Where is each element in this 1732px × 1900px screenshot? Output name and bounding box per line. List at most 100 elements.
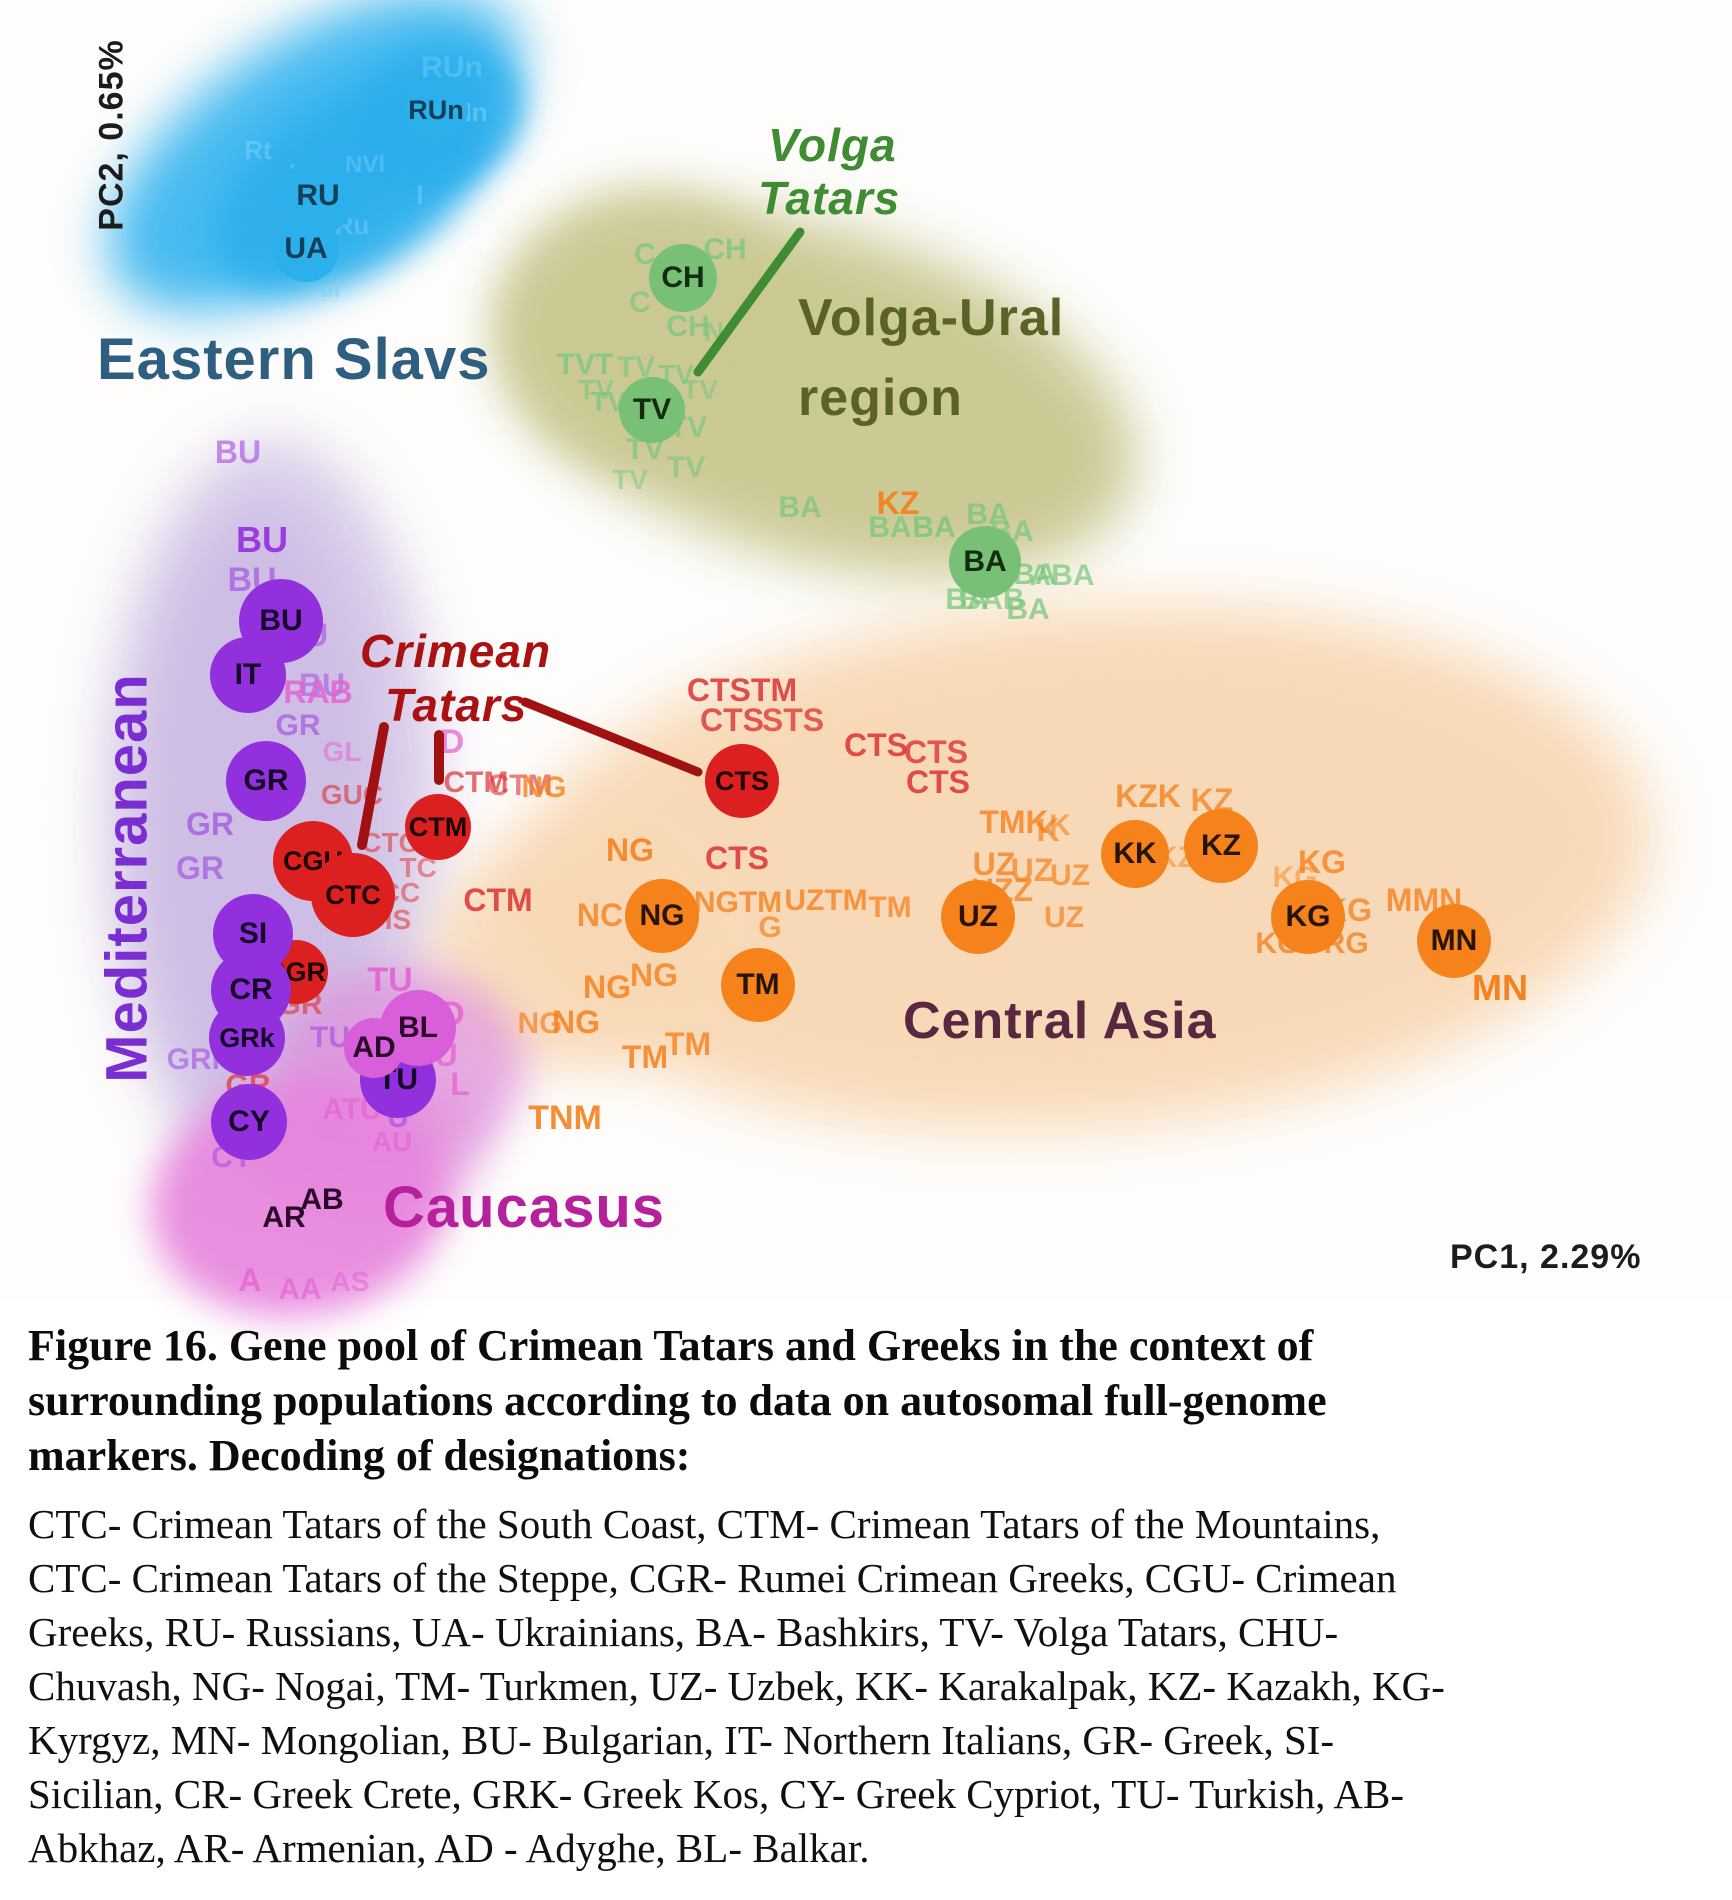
scatter-label-bu: BU (298, 667, 346, 703)
caption-bold: Figure 16. Gene pool of Crimean Tatars a… (28, 1318, 1718, 1483)
scatter-label-uz: UZ (1044, 901, 1084, 934)
population-circle-uz: UZ (941, 880, 1015, 954)
label-pc1-axis: PC1, 2.29% (1450, 1238, 1642, 1276)
scatter-label-uz: UZ (1010, 852, 1054, 888)
decoding-line: Sicilian, CR- Greek Crete, GRK- Greek Ko… (28, 1771, 1405, 1817)
scatter-label-c: C (629, 286, 651, 319)
scatter-label-tv: TV (666, 451, 706, 484)
scatter-label-kzk: KZK (1115, 778, 1181, 814)
label-volga-ural-1: Volga-Ural (798, 289, 1065, 347)
scatter-label-l: l (416, 180, 424, 210)
label-caucasus: Caucasus (383, 1175, 666, 1240)
scatter-label-ctm: CTM (487, 769, 553, 802)
label-pc2-axis: PC2, 0.65% (92, 39, 131, 231)
population-label-ab: AB (300, 1183, 344, 1216)
population-circle-tm: TM (721, 948, 795, 1022)
scatter-label-tu: TU (310, 1021, 350, 1054)
scatter-label-in: In (464, 97, 488, 127)
annotation-line (520, 697, 703, 777)
scatter-label-ng: NG (552, 1004, 600, 1040)
scatter-label-bu: BU (214, 434, 262, 470)
population-label-ar: AR (262, 1201, 306, 1234)
scatter-label-ul: ul (319, 276, 341, 303)
population-circle-kk: KK (1101, 820, 1169, 888)
population-circle-kg: KG (1271, 880, 1345, 954)
population-circle-ba: BA (949, 526, 1021, 598)
label-crimean-1: Crimean (360, 625, 552, 677)
scatter-label-ba: BA (1006, 593, 1050, 626)
scatter-label-kz: KZ (876, 485, 920, 521)
population-circle-run: RUn (404, 78, 468, 142)
decoding-line: Kyrgyz, MN- Mongolian, BU- Bulgarian, IT… (28, 1717, 1335, 1763)
scatter-label-rt: Rt (244, 135, 272, 165)
population-circle-cts: CTS (705, 744, 779, 818)
label-mediterranean: Mediterranean (94, 673, 160, 1083)
scatter-label-rab: RAB (283, 674, 353, 710)
pca-plot: RUnInRtblNVllRuulCCHCCHNTVTTVTVTVTVTVTVT… (55, 0, 1670, 1340)
population-circle-cy: CY (211, 1084, 287, 1160)
scatter-label-kg: KG (1298, 844, 1346, 880)
scatter-label-sts: STS (761, 702, 825, 738)
scatter-label-k: K (1036, 812, 1060, 848)
scatter-label-run: RUn (421, 51, 483, 84)
scatter-label-tv: TV (578, 374, 614, 405)
scatter-label-nc: NC (576, 897, 624, 933)
scatter-label-cts: CTS (844, 727, 908, 763)
scatter-label-uz: UZ (972, 846, 1016, 882)
scatter-label-tm: TM (868, 891, 912, 924)
scatter-label-ng: NG (521, 771, 567, 804)
scatter-label-tmk: TMK (979, 804, 1049, 840)
scatter-label-c: C (634, 238, 656, 271)
scatter-label-ba: BA (966, 498, 1010, 531)
population-circle-ad: AD (344, 1018, 404, 1078)
scatter-label-ngtm: NGTM (693, 886, 783, 919)
population-circle-gr: GR (226, 741, 306, 821)
scatter-label-ba: BA (778, 491, 822, 524)
caption-line: markers. Decoding of designations: (28, 1431, 691, 1480)
scatter-label-uztm: UZTM (784, 884, 868, 917)
decoding-line: Chuvash, NG- Nogai, TM- Turkmen, UZ- Uzb… (28, 1663, 1445, 1709)
label-volga-tatars-2: Tatars (758, 172, 901, 224)
population-circle-ctc: CTC (311, 853, 395, 937)
scatter-label-bu: BU (236, 519, 288, 560)
scatter-label-ch: CH (666, 310, 710, 343)
scatter-label-gl: GL (322, 736, 362, 767)
scatter-label-nvl: NVl (344, 151, 386, 178)
scatter-label-gr: GR (275, 709, 321, 742)
scatter-label-ng: NG (583, 969, 631, 1005)
caption-decoding: CTC- Crimean Tatars of the South Coast, … (28, 1497, 1718, 1875)
population-circle-bu: BU (239, 579, 323, 663)
population-circle-ch: CH (649, 244, 717, 312)
scatter-label-l: L (450, 1066, 470, 1102)
scatter-label-g: G (758, 911, 782, 944)
label-eastern-slavs: Eastern Slavs (97, 327, 491, 392)
scatter-label-cts: CTS (904, 734, 968, 770)
population-circle-ctm: CTM (405, 794, 471, 860)
label-volga-ural-2: region (798, 369, 963, 427)
label-central-asia: Central Asia (903, 992, 1217, 1050)
scatter-label-tnm: TNM (528, 1099, 602, 1137)
scatter-label-ctm: CTM (443, 766, 509, 799)
decoding-line: CTC- Crimean Tatars of the South Coast, … (28, 1501, 1381, 1547)
scatter-label-a: A (238, 1262, 262, 1298)
population-circle-mn: MN (1417, 904, 1491, 978)
scatter-label-ng: NG (517, 1007, 563, 1040)
scatter-label-cts: CTS (700, 702, 764, 738)
label-crimean-2: Tatars (385, 679, 528, 731)
scatter-label-ba: BA (868, 511, 912, 544)
decoding-line: Abkhaz, AR- Armenian, AD - Adyghe, BL- B… (28, 1825, 870, 1871)
scatter-label-tv: TV (612, 464, 648, 495)
scatter-label-ctstm: CTSTM (686, 672, 798, 708)
scatter-label-uz: UZ (1050, 859, 1090, 892)
scatter-label-gr: GR (176, 850, 224, 886)
scatter-label-tvt: TVT (556, 348, 614, 381)
annotation-line (357, 722, 389, 850)
population-circle-it: IT (210, 637, 286, 713)
scatter-label-aa: AA (278, 1273, 322, 1306)
scatter-label-as: AS (330, 1266, 370, 1297)
annotation-line (693, 227, 805, 377)
scatter-label-cts: CTS (906, 764, 970, 800)
caption-line: surrounding populations according to dat… (28, 1376, 1327, 1425)
scatter-label-tm: TM (621, 1039, 669, 1075)
scatter-label-gr: GR (186, 806, 234, 842)
